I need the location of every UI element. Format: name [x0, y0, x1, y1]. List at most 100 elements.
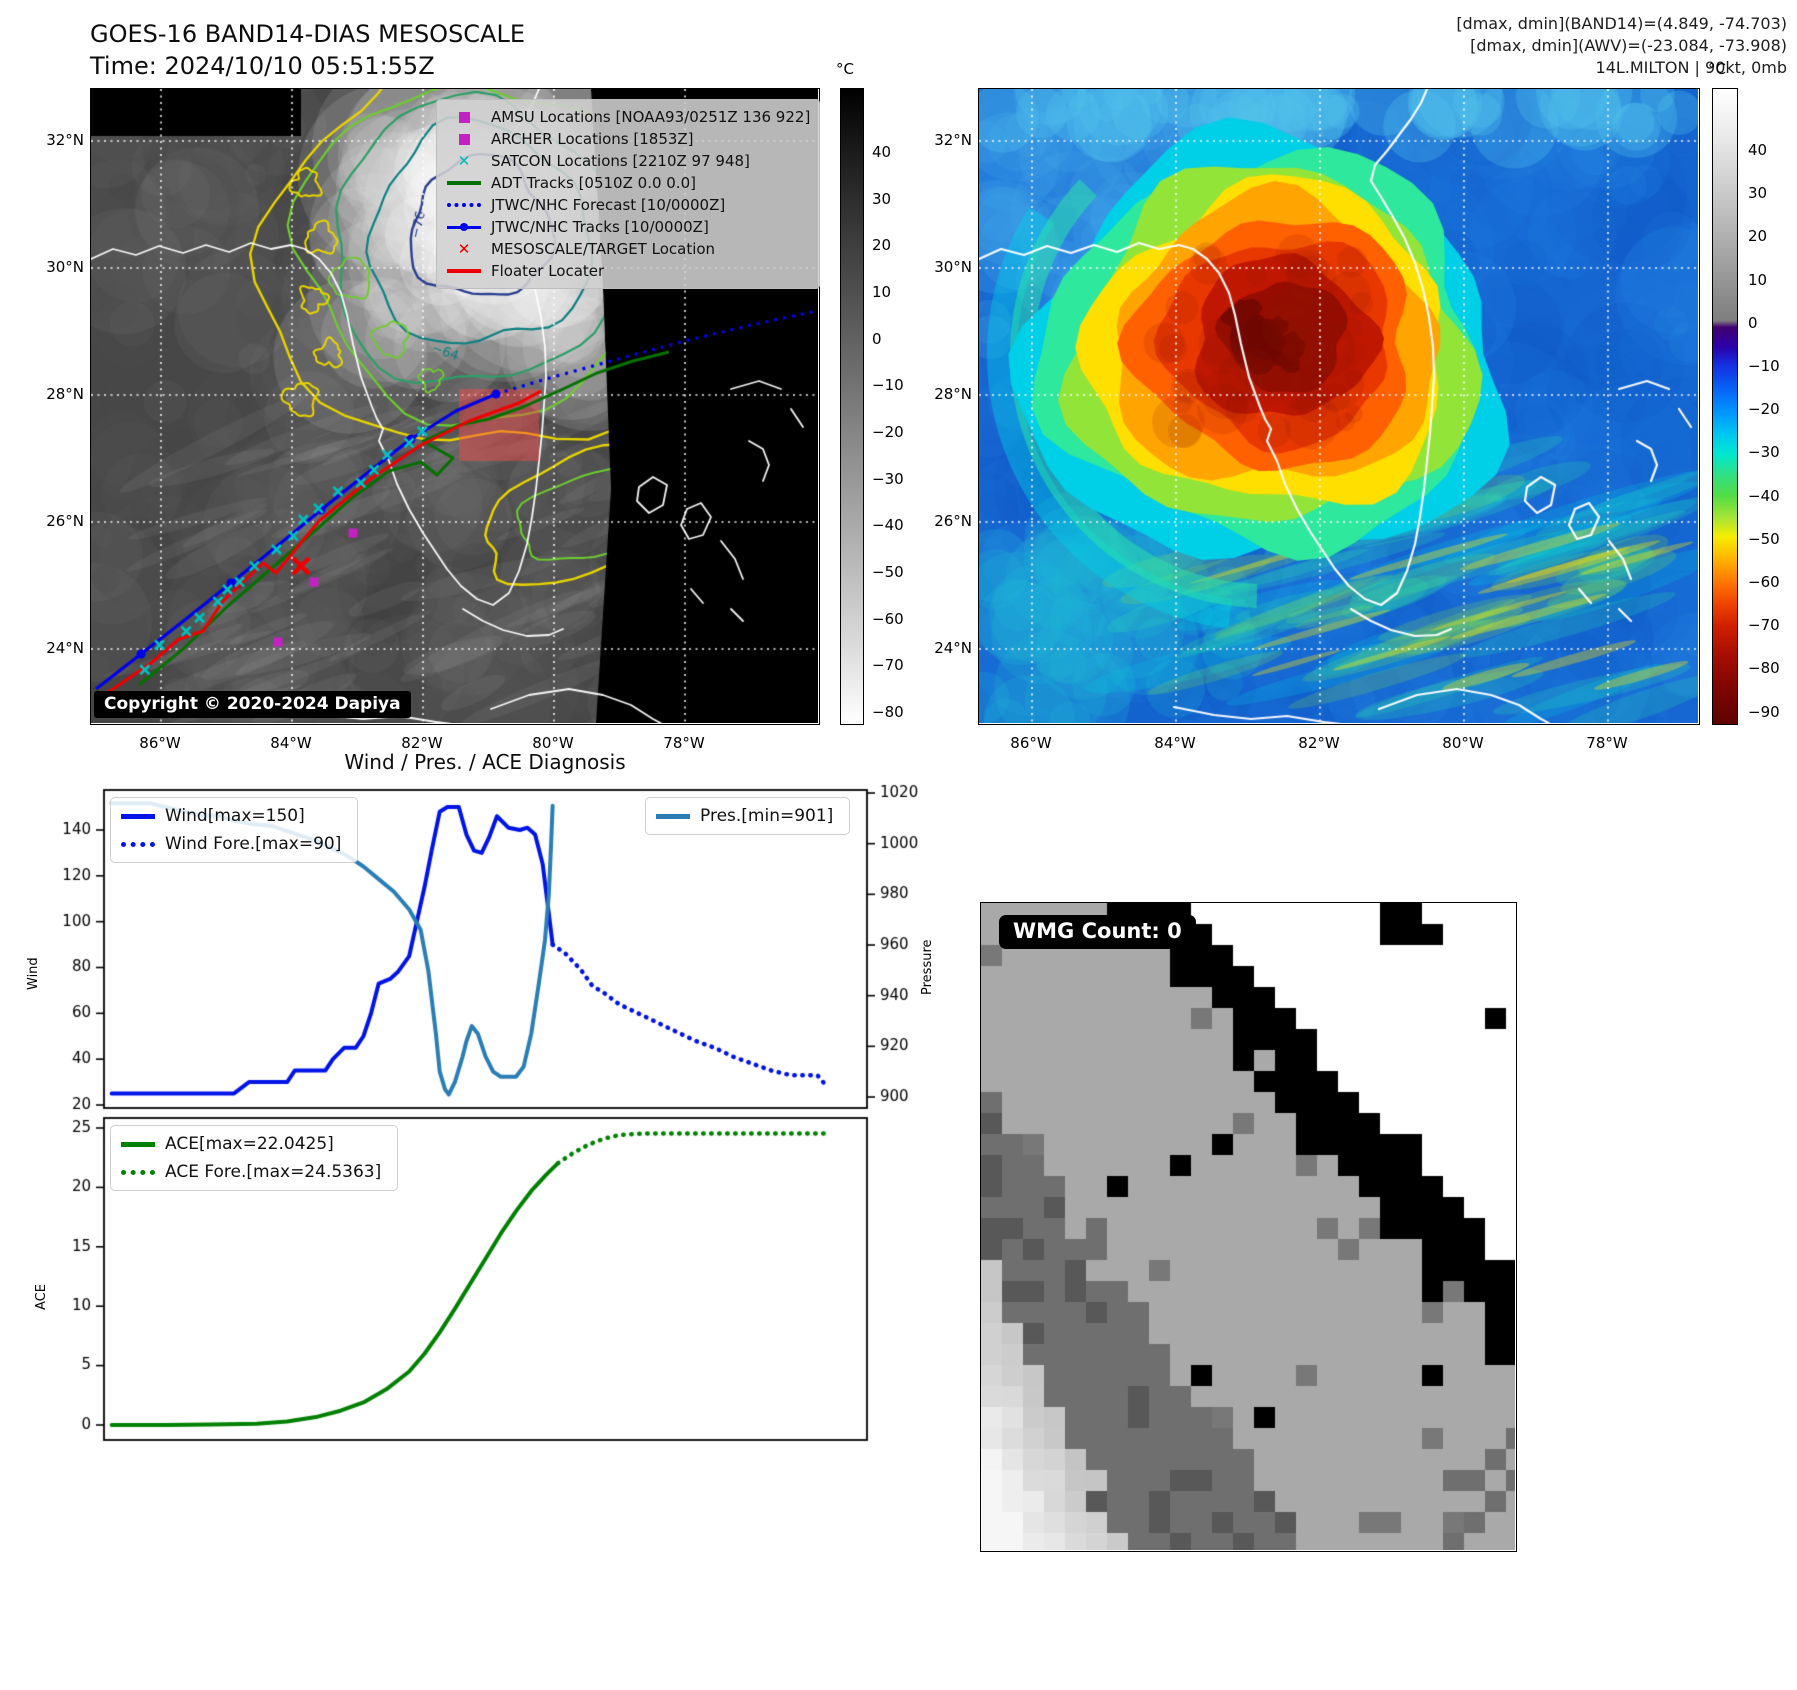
chart-legend-item: ACE[max=22.0425]	[121, 1134, 381, 1154]
dotted-line-icon	[121, 1169, 155, 1175]
lon-label-right: 78°W	[1586, 734, 1628, 752]
line-icon	[121, 1141, 155, 1147]
right-colorbar-tick: −40	[1748, 486, 1780, 505]
left-map-title: GOES-16 BAND14-DIAS MESOSCALE	[90, 20, 526, 48]
left-colorbar	[840, 88, 864, 725]
left-colorbar-tick: −30	[872, 469, 904, 488]
line-icon	[656, 813, 690, 819]
map-legend-label: SATCON Locations [2210Z 97 948]	[491, 152, 750, 170]
map-legend-label: JTWC/NHC Forecast [10/0000Z]	[491, 196, 726, 214]
left-colorbar-tick: 40	[872, 143, 892, 161]
chart-legend-item: Wind[max=150]	[121, 806, 341, 826]
xmark-icon: ✕	[457, 240, 471, 258]
dotted-line-icon	[121, 841, 155, 847]
left-colorbar-tick: 20	[872, 236, 892, 255]
wind-pres-ace-chart-canvas	[20, 745, 935, 1460]
chart-legend-label: ACE Fore.[max=24.5363]	[165, 1162, 382, 1182]
left-colorbar-tick: 10	[872, 282, 892, 301]
left-colorbar-tick: −10	[872, 376, 904, 395]
wind-legend: Wind[max=150] Wind Fore.[max=90]	[110, 797, 359, 863]
map-legend-item: JTWC/NHC Tracks [10/0000Z]	[447, 217, 809, 237]
copyright-badge: Copyright © 2020-2024 Dapiya	[94, 691, 411, 718]
right-colorbar-tick: −50	[1748, 529, 1780, 548]
pressure-legend: Pres.[min=901]	[645, 797, 851, 835]
line-icon	[447, 264, 481, 278]
left-colorbar-tick: 0	[872, 329, 882, 348]
chart-legend-label: Wind Fore.[max=90]	[165, 834, 342, 854]
chart-legend-label: Pres.[min=901]	[700, 806, 834, 826]
enhanced-ir-map-canvas	[979, 89, 1698, 723]
lat-label-right: 24°N	[934, 639, 972, 657]
wmg-count-badge: WMG Count: 0	[999, 915, 1196, 949]
goes16-ir-map-panel: AMSU Locations [NOAA93/0251Z 136 922] ARC…	[90, 88, 820, 725]
right-colorbar-tick: 30	[1748, 184, 1768, 203]
chart-legend-item: Wind Fore.[max=90]	[121, 834, 341, 854]
chart-legend-item: ACE Fore.[max=24.5363]	[121, 1162, 381, 1182]
lat-label-left: 28°N	[46, 385, 84, 403]
square-icon	[447, 110, 481, 124]
right-colorbar-tick: 10	[1748, 270, 1768, 289]
map-legend-item: JTWC/NHC Forecast [10/0000Z]	[447, 195, 809, 215]
line-icon	[447, 176, 481, 190]
ace-axis-label: ACE	[34, 1284, 49, 1310]
map-legend-item: ✕ MESOSCALE/TARGET Location	[447, 239, 809, 259]
map-legend-label: MESOSCALE/TARGET Location	[491, 240, 716, 258]
left-map-time: Time: 2024/10/10 05:51:55Z	[90, 52, 435, 80]
chart-legend-item: Pres.[min=901]	[656, 806, 833, 826]
right-colorbar-tick: 0	[1748, 313, 1758, 332]
map-legend-item: ADT Tracks [0510Z 0.0 0.0]	[447, 173, 809, 193]
lat-label-left: 24°N	[46, 639, 84, 657]
lon-label-right: 80°W	[1442, 734, 1484, 752]
lat-label-right: 28°N	[934, 385, 972, 403]
chart-legend-label: Wind[max=150]	[165, 806, 305, 826]
right-colorbar-unit: °C	[1708, 60, 1726, 78]
lon-label-left: 86°W	[139, 734, 181, 752]
right-colorbar-tick: −30	[1748, 443, 1780, 462]
right-colorbar	[1712, 88, 1738, 725]
lat-label-left: 26°N	[46, 512, 84, 530]
lat-label-right: 26°N	[934, 512, 972, 530]
left-colorbar-tick: −80	[872, 702, 904, 721]
right-colorbar-tick: −80	[1748, 659, 1780, 678]
lon-label-left: 78°W	[663, 734, 705, 752]
map-legend-label: JTWC/NHC Tracks [10/0000Z]	[491, 218, 709, 236]
wmg-grid-canvas	[981, 903, 1515, 1550]
map-legend-item: AMSU Locations [NOAA93/0251Z 136 922]	[447, 107, 810, 127]
left-colorbar-unit: °C	[836, 60, 854, 78]
left-colorbar-tick: −70	[872, 656, 904, 675]
chart-legend-label: ACE[max=22.0425]	[165, 1134, 334, 1154]
storm-id-intensity: 14L.MILTON | 90kt, 0mb	[1595, 58, 1787, 77]
left-colorbar-tick: −60	[872, 609, 904, 628]
left-colorbar-tick: −40	[872, 516, 904, 535]
map-legend-label: Floater Locater	[491, 262, 605, 280]
map-legend-item: ✕ SATCON Locations [2210Z 97 948]	[447, 151, 809, 171]
lon-label-right: 84°W	[1154, 734, 1196, 752]
right-colorbar-tick: 20	[1748, 227, 1768, 246]
left-colorbar-tick: −20	[872, 422, 904, 441]
map-legend-label: ADT Tracks [0510Z 0.0 0.0]	[491, 174, 696, 192]
right-colorbar-tick: −60	[1748, 573, 1780, 591]
wmg-panel: WMG Count: 0	[980, 902, 1517, 1552]
lat-label-left: 30°N	[46, 258, 84, 276]
right-colorbar-tick: −70	[1748, 616, 1780, 635]
square-icon	[447, 132, 481, 146]
map-legend-item: Floater Locater	[447, 261, 809, 281]
right-colorbar-tick: −90	[1748, 702, 1780, 721]
xmark-icon: ✕	[457, 152, 471, 170]
left-colorbar-tick: −50	[872, 562, 904, 581]
line-icon	[121, 813, 155, 819]
lon-label-left: 82°W	[401, 734, 443, 752]
dmax-dmin-awv: [dmax, dmin](AWV)=(-23.084, -73.908)	[1470, 36, 1787, 55]
dmax-dmin-band14: [dmax, dmin](BAND14)=(4.849, -74.703)	[1456, 14, 1787, 33]
lat-label-left: 32°N	[46, 131, 84, 149]
linedot-icon	[447, 220, 481, 234]
dotted-icon	[447, 198, 481, 212]
lon-label-left: 80°W	[532, 734, 574, 752]
lon-label-left: 84°W	[270, 734, 312, 752]
left-colorbar-tick: 30	[872, 189, 892, 208]
map-legend-label: ARCHER Locations [1853Z]	[491, 130, 694, 148]
right-colorbar-tick: 40	[1748, 141, 1768, 159]
enhanced-ir-map-panel	[978, 88, 1700, 725]
lon-label-right: 82°W	[1298, 734, 1340, 752]
